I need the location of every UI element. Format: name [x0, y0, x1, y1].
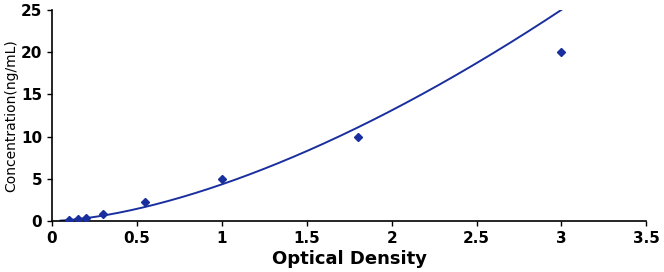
X-axis label: Optical Density: Optical Density [272, 250, 427, 268]
Y-axis label: Concentration(ng/mL): Concentration(ng/mL) [4, 39, 18, 192]
